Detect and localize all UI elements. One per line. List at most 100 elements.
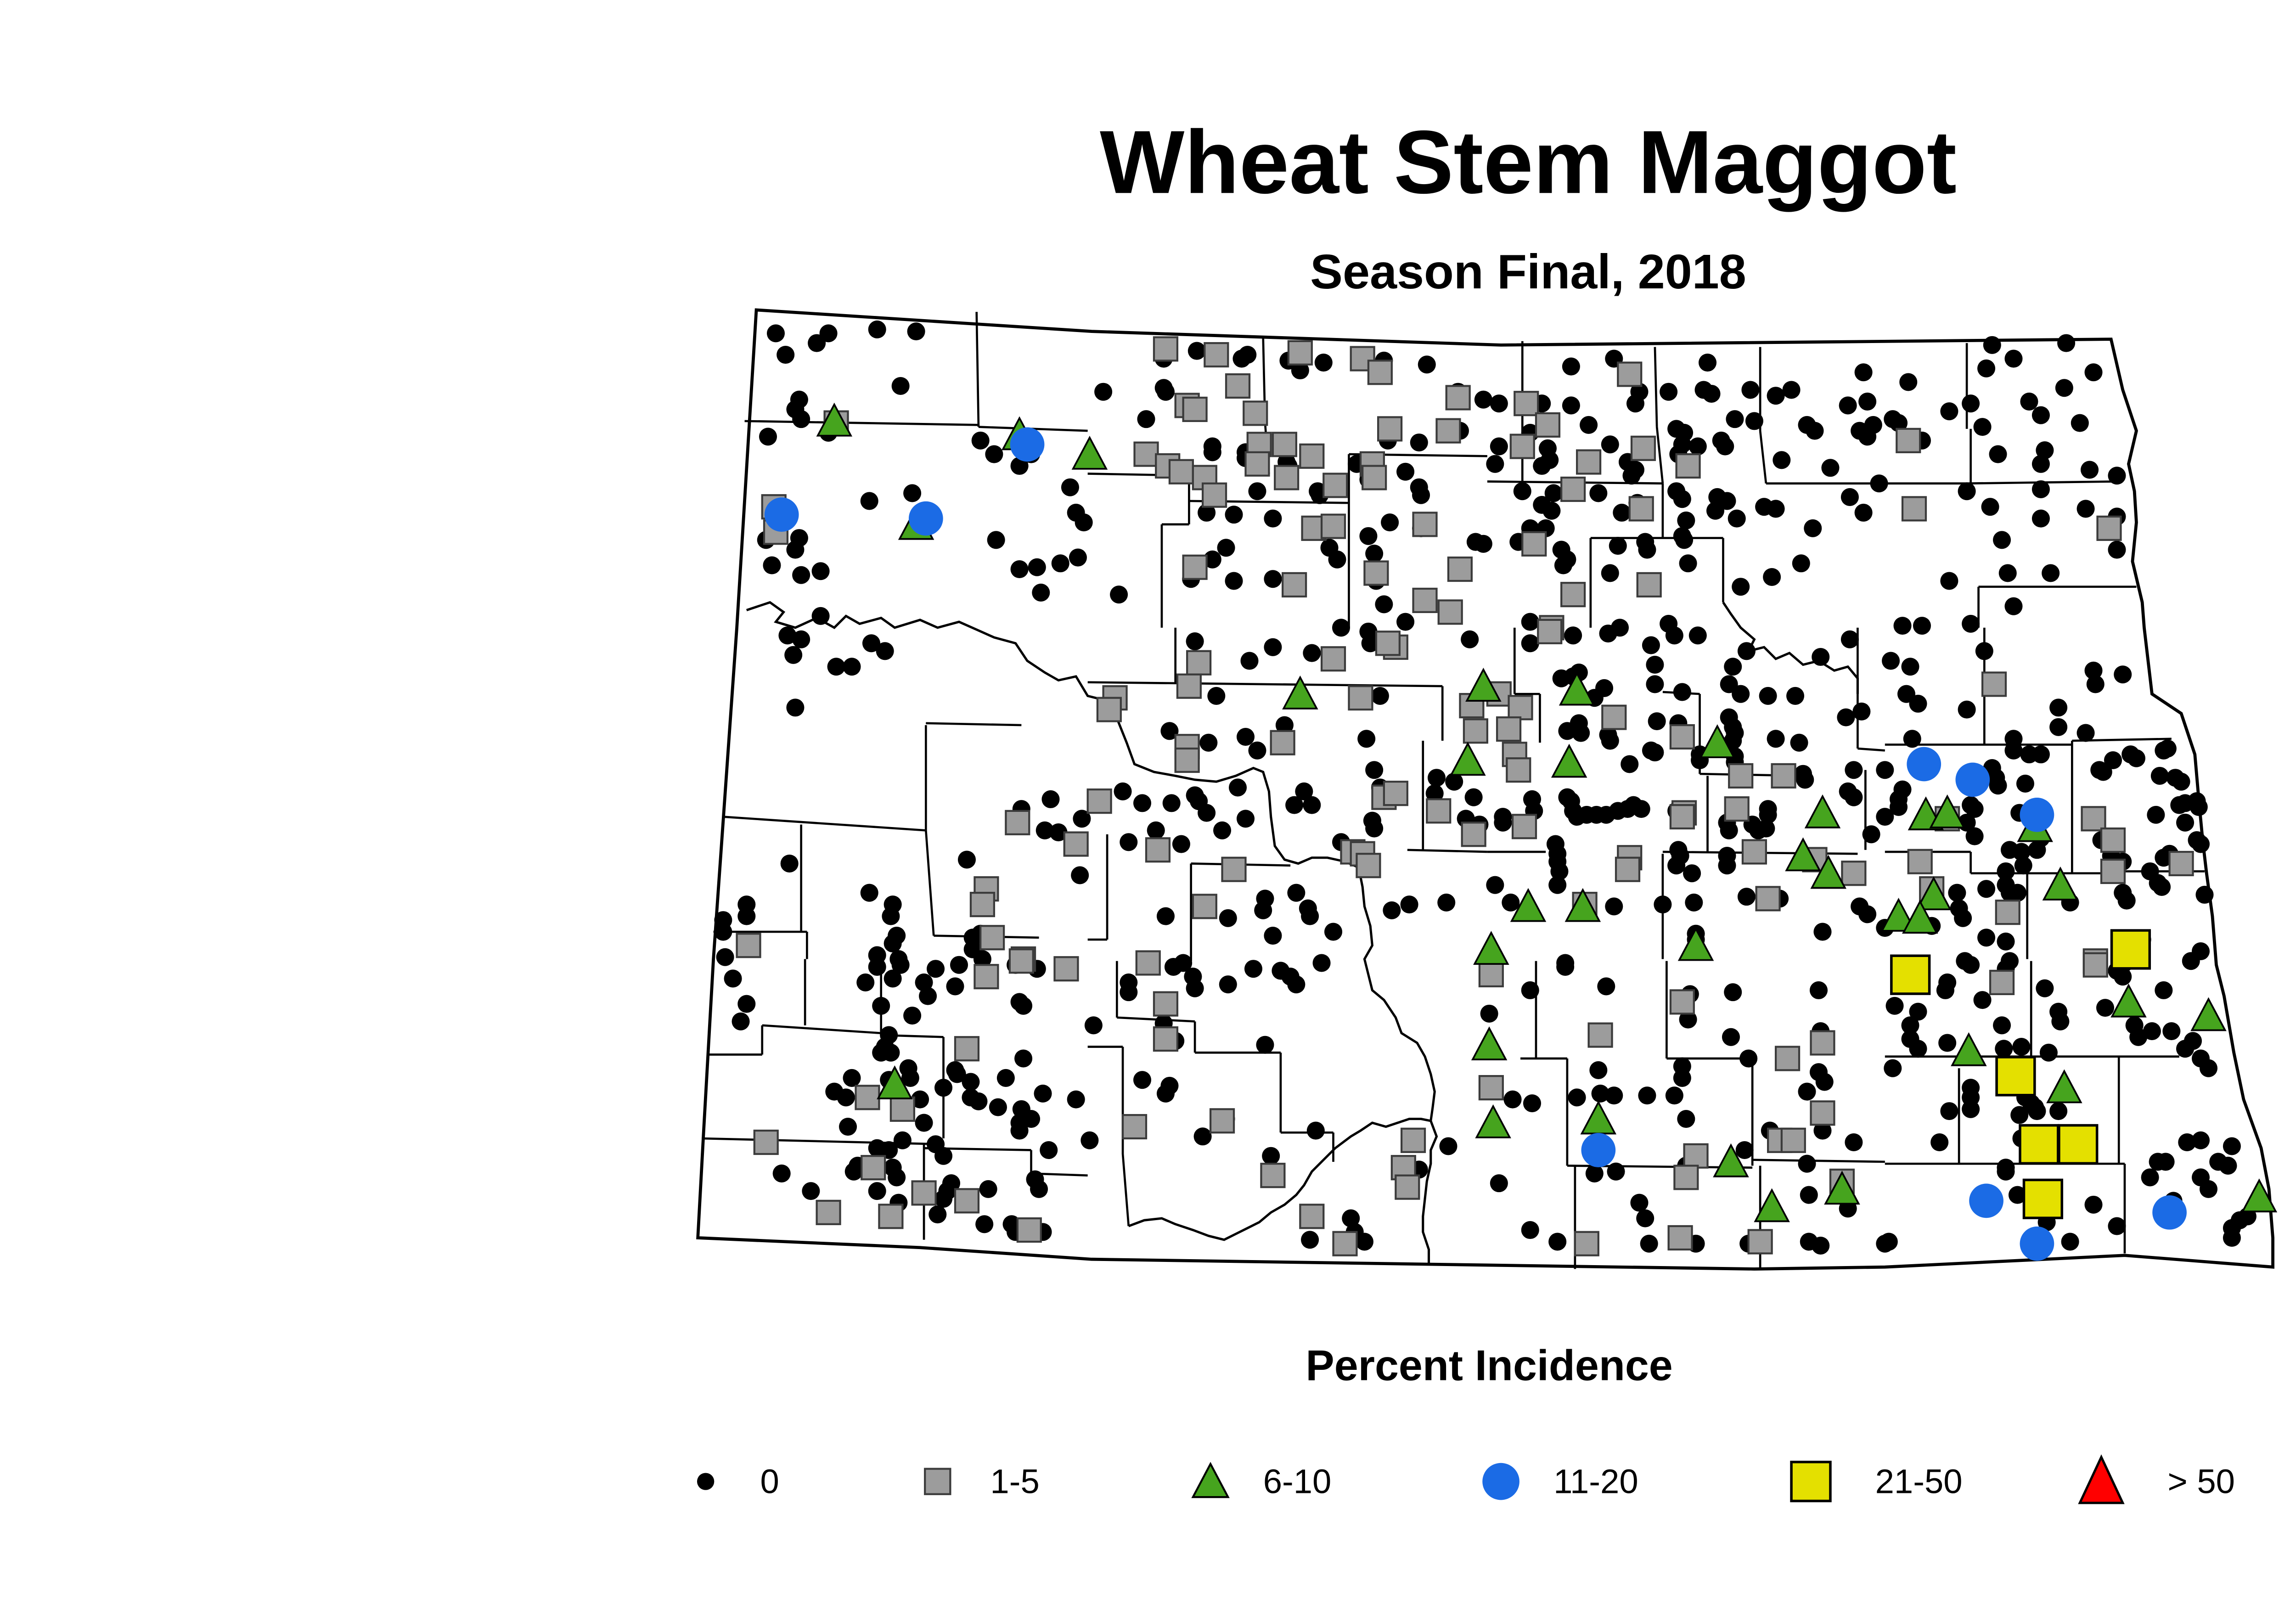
marker-dot-0 <box>1199 733 1218 752</box>
marker-dot-0 <box>1609 537 1627 555</box>
legend-label: 0 <box>760 1462 779 1501</box>
marker-dot-0 <box>1845 788 1863 806</box>
marker-triangle-6-10 <box>2241 1178 2278 1213</box>
marker-dot-0 <box>2004 741 2023 760</box>
marker-dot-0 <box>1646 675 1664 693</box>
marker-dot-0 <box>1213 821 1232 839</box>
marker-square-1-5 <box>969 892 996 918</box>
marker-dot-0 <box>934 1190 953 1208</box>
marker-dot-0 <box>2008 1186 2026 1204</box>
marker-triangle-6-10 <box>2110 983 2147 1018</box>
marker-square-1-5 <box>1560 582 1586 608</box>
marker-square-1-5 <box>1774 1046 1801 1071</box>
marker-dot-0 <box>1607 1162 1625 1181</box>
marker-dot-0 <box>2042 564 2060 582</box>
marker-dot-0 <box>1958 482 1976 501</box>
marker-square-1-5 <box>1669 804 1695 830</box>
marker-square-1-5 <box>2082 952 2108 978</box>
marker-square-1-5 <box>1135 950 1161 976</box>
marker-dot-0 <box>1773 451 1791 469</box>
marker-dot-0 <box>1876 761 1894 779</box>
marker-dot-0 <box>1010 560 1029 579</box>
marker-square-1-5 <box>1810 1030 1835 1056</box>
marker-dot-0 <box>868 957 886 976</box>
marker-dot-0 <box>1521 634 1539 653</box>
marker-dot-0 <box>839 1118 857 1136</box>
marker-dot-0 <box>2096 999 2115 1017</box>
marker-square-1-5 <box>2168 850 2194 877</box>
redtriangle-glyph <box>2078 1454 2125 1504</box>
marker-dot-0 <box>1930 1133 1949 1152</box>
marker-dot-0 <box>1839 396 1857 415</box>
marker-dot-0 <box>1601 732 1619 750</box>
marker-dot-0 <box>763 556 781 574</box>
marker-dot-0 <box>2004 349 2023 368</box>
marker-dot-0 <box>946 977 964 996</box>
marker-dot-0 <box>780 854 799 873</box>
marker-square-1-5 <box>1669 989 1695 1015</box>
marker-dot-0 <box>1464 788 1483 806</box>
marker-dot-0 <box>1203 550 1221 569</box>
marker-dot-0 <box>1480 1004 1498 1023</box>
marker-square-1-5 <box>1574 1231 1599 1256</box>
marker-triangle-6-10 <box>816 402 853 437</box>
marker-dot-0 <box>1821 459 1840 477</box>
marker-dot-0 <box>1940 572 1958 590</box>
marker-dot-0 <box>1490 437 1508 456</box>
marker-dot-0 <box>1381 513 1399 532</box>
marker-dot-0 <box>1156 907 1175 925</box>
marker-square-1-5 <box>736 933 761 958</box>
marker-triangle-6-10 <box>2046 1069 2082 1103</box>
marker-dot-0 <box>1852 702 1871 721</box>
marker-dot-0 <box>987 531 1005 549</box>
marker-dot-0 <box>1675 531 1694 549</box>
marker-dot-0 <box>808 334 826 352</box>
marker-dot-0 <box>1638 1086 1656 1105</box>
marker-square-1-5 <box>979 925 1005 951</box>
marker-square-1-5 <box>1755 886 1781 912</box>
marker-square-1-5 <box>1367 360 1393 385</box>
marker-square-1-5 <box>1299 1204 1325 1229</box>
marker-square-1-5 <box>1375 630 1401 656</box>
county-boundary <box>924 830 935 936</box>
marker-dot-0 <box>1240 652 1259 670</box>
legend-item-21-50: 21-50 <box>1776 1447 2068 1517</box>
marker-dot-0 <box>1840 488 1859 506</box>
marker-dot-0 <box>1564 626 1582 645</box>
marker-square-1-5 <box>1133 441 1159 467</box>
marker-triangle-6-10 <box>1465 668 1502 702</box>
marker-dot-0 <box>2039 1043 2058 1062</box>
marker-square-1-5 <box>1322 473 1348 498</box>
marker-dot-0 <box>1437 893 1456 912</box>
marker-dot-0 <box>971 431 990 450</box>
legend-label: > 50 <box>2167 1462 2235 1501</box>
marker-dot-0 <box>1718 856 1736 875</box>
marker-dot-0 <box>2223 1137 2241 1155</box>
marker-dot-0 <box>1638 540 1656 559</box>
marker-dot-0 <box>1332 619 1351 637</box>
marker-square-1-5 <box>1509 433 1535 459</box>
marker-square-1-5 <box>1478 962 1504 988</box>
marker-dot-0 <box>1049 823 1068 842</box>
marker-dot-0 <box>1156 383 1175 401</box>
legend-item-11-20: 11-20 <box>1466 1447 1758 1517</box>
marker-square-1-5 <box>1182 554 1208 580</box>
marker-dot-0 <box>1361 634 1379 653</box>
marker-dot-0 <box>716 948 734 966</box>
marker-dot-0 <box>2032 480 2050 498</box>
marker-dot-0 <box>2199 1180 2217 1198</box>
marker-triangle-6-10 <box>1902 900 1938 934</box>
marker-square-1-5 <box>1320 513 1346 539</box>
marker-dot-0 <box>1813 923 1832 941</box>
marker-dot-0 <box>1977 929 1996 947</box>
county-boundary <box>744 420 979 426</box>
marker-circle-11-20 <box>2020 798 2054 832</box>
marker-dot-0 <box>759 428 777 446</box>
marker-square-1-5 <box>1270 730 1295 755</box>
marker-dot-0 <box>1073 810 1091 828</box>
marker-dot-0 <box>1685 893 1703 912</box>
marker-dot-0 <box>876 642 894 660</box>
marker-dot-0 <box>2114 968 2132 986</box>
legend-item-6-10: 6-10 <box>1176 1447 1468 1517</box>
marker-dot-0 <box>1858 905 1877 923</box>
